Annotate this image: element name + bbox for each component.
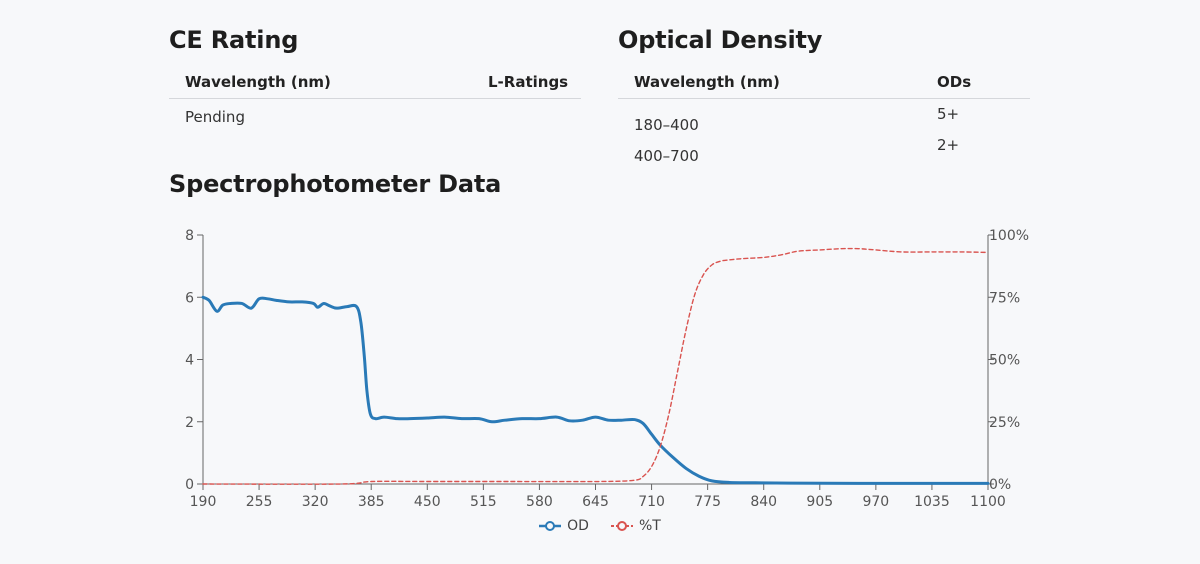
x-tick-label: 450: [414, 494, 441, 510]
column-header: Wavelength (nm): [618, 70, 921, 99]
table-row: 400–700 2+: [618, 134, 1030, 165]
legend-label-transmittance: %T: [638, 518, 661, 534]
table-cell: 2+: [937, 136, 960, 154]
chart-axes: 0 2 4 6 8 0% 25% 50% 75% 100% 190 255 320 385 450 515 58…: [185, 228, 1029, 510]
x-tick-label: 970: [862, 494, 889, 510]
y-right-tick-label: 25%: [989, 415, 1020, 431]
y-right-tick-label: 75%: [989, 290, 1020, 306]
y-left-tick-label: 8: [185, 228, 194, 244]
table-header-row: Wavelength (nm) ODs: [618, 70, 1030, 99]
chart-legend: OD %T: [0, 518, 1200, 534]
ce-rating-table: Wavelength (nm) L-Ratings Pending: [169, 70, 581, 135]
x-tick-label: 710: [638, 494, 665, 510]
y-right-tick-label: 50%: [989, 353, 1020, 369]
table-cell: [472, 99, 581, 135]
chart-series: [201, 247, 990, 485]
optical-density-title: Optical Density: [618, 26, 823, 54]
dashed-line-marker-icon: [610, 521, 633, 531]
x-tick-label: 775: [694, 494, 721, 510]
series-line-transmittance: [202, 247, 989, 485]
y-left-tick-label: 6: [185, 290, 194, 306]
x-tick-label: 905: [806, 494, 833, 510]
legend-label-od: OD: [567, 518, 589, 534]
y-left-tick-label: 2: [185, 415, 194, 431]
table-cell: 180–400: [634, 116, 699, 134]
x-tick-label: 515: [470, 494, 497, 510]
table-row: Pending: [169, 99, 581, 135]
table-cell: 5+: [937, 105, 960, 123]
series-line-od: [201, 295, 990, 485]
x-tick-label: 1035: [914, 494, 950, 510]
table-header-row: Wavelength (nm) L-Ratings: [169, 70, 581, 99]
table-cell: 400–700: [634, 147, 699, 165]
column-header: Wavelength (nm): [169, 70, 472, 99]
table-row: 180–400 5+: [618, 99, 1030, 134]
spectrophotometer-chart: 0 2 4 6 8 0% 25% 50% 75% 100% 190 255 320 385 450 515 58…: [185, 228, 1029, 510]
y-right-tick-label: 0%: [989, 477, 1011, 493]
x-tick-label: 320: [302, 494, 329, 510]
x-tick-label: 840: [750, 494, 777, 510]
x-tick-label: 190: [190, 494, 217, 510]
y-left-tick-label: 4: [185, 353, 194, 369]
y-left-tick-label: 0: [185, 477, 194, 493]
column-header: ODs: [921, 70, 1030, 99]
x-tick-label: 580: [526, 494, 553, 510]
x-tick-label: 1100: [970, 494, 1006, 510]
x-tick-label: 255: [246, 494, 273, 510]
line-marker-icon: [539, 521, 562, 531]
column-header: L-Ratings: [472, 70, 581, 99]
table-cell: Pending: [185, 107, 245, 126]
x-tick-label: 645: [582, 494, 609, 510]
ce-rating-title: CE Rating: [169, 26, 299, 54]
x-tick-label: 385: [358, 494, 385, 510]
legend-item-transmittance[interactable]: %T: [610, 518, 661, 534]
legend-item-od[interactable]: OD: [539, 518, 589, 534]
optical-density-table: Wavelength (nm) ODs 180–400 5+ 400–700 2…: [618, 70, 1030, 165]
spectrophotometer-title: Spectrophotometer Data: [169, 170, 502, 198]
y-right-tick-label: 100%: [989, 228, 1029, 244]
